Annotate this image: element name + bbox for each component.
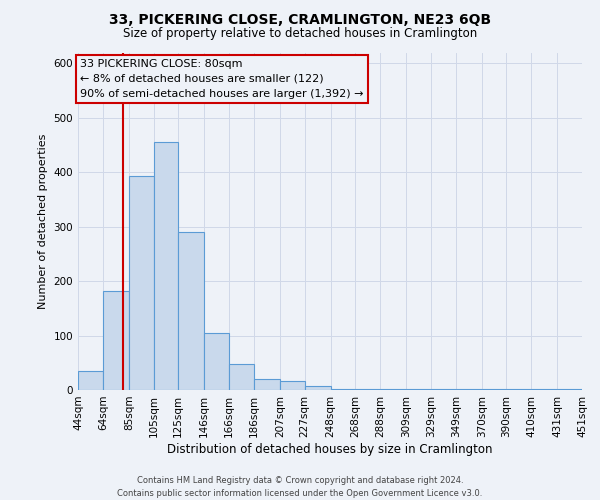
Text: Size of property relative to detached houses in Cramlington: Size of property relative to detached ho… <box>123 28 477 40</box>
X-axis label: Distribution of detached houses by size in Cramlington: Distribution of detached houses by size … <box>167 442 493 456</box>
Text: 33, PICKERING CLOSE, CRAMLINGTON, NE23 6QB: 33, PICKERING CLOSE, CRAMLINGTON, NE23 6… <box>109 12 491 26</box>
Bar <box>280 382 305 390</box>
Bar <box>154 142 178 390</box>
Bar <box>205 334 229 390</box>
Bar <box>103 291 129 390</box>
Bar <box>129 176 154 390</box>
Text: 33 PICKERING CLOSE: 80sqm
← 8% of detached houses are smaller (122)
90% of semi-: 33 PICKERING CLOSE: 80sqm ← 8% of detach… <box>80 59 364 98</box>
Bar <box>305 386 331 390</box>
Bar <box>229 364 254 390</box>
Bar <box>178 232 205 390</box>
Bar <box>254 379 280 390</box>
Bar <box>78 371 103 390</box>
Bar <box>331 389 355 390</box>
Y-axis label: Number of detached properties: Number of detached properties <box>38 134 48 309</box>
Text: Contains HM Land Registry data © Crown copyright and database right 2024.
Contai: Contains HM Land Registry data © Crown c… <box>118 476 482 498</box>
